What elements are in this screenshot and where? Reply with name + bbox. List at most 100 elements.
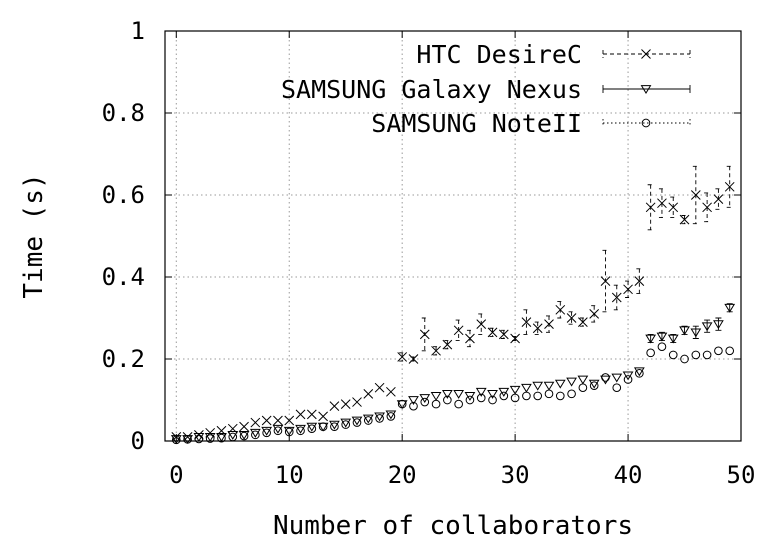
- data-point: [488, 395, 497, 405]
- data-point: [510, 393, 520, 403]
- y-axis-title: Time (s): [19, 173, 49, 298]
- data-point: [420, 397, 430, 407]
- data-point: [623, 375, 633, 384]
- data-point: [340, 399, 351, 409]
- data-point: [611, 292, 622, 303]
- data-point: [250, 417, 261, 428]
- data-point: [363, 416, 373, 425]
- data-point: [238, 430, 250, 440]
- data-point: [318, 422, 328, 431]
- data-point: [409, 401, 418, 411]
- data-point: [397, 352, 408, 362]
- data-point: [690, 328, 702, 338]
- data-point: [487, 327, 498, 338]
- data-point: [464, 392, 476, 401]
- x-tick-label: 50: [727, 461, 756, 489]
- data-point: [476, 319, 487, 330]
- data-point: [600, 276, 611, 286]
- data-point: [668, 202, 679, 213]
- data-point: [701, 322, 713, 332]
- x-tick-label: 20: [388, 461, 417, 489]
- plot-frame: [164, 30, 742, 442]
- data-point: [419, 329, 430, 340]
- data-point: [566, 313, 577, 323]
- data-point: [194, 434, 204, 444]
- data-point: [352, 418, 362, 427]
- data-point: [476, 393, 486, 403]
- data-point: [532, 323, 543, 334]
- data-point: [612, 383, 622, 393]
- data-point: [521, 317, 532, 327]
- error-bar: [568, 311, 575, 325]
- data-point: [690, 190, 701, 200]
- data-point: [453, 325, 464, 336]
- data-point: [375, 414, 384, 423]
- data-point: [588, 379, 600, 389]
- data-point: [443, 395, 452, 405]
- legend-item: HTC DesireC: [416, 40, 691, 69]
- data-point: [555, 304, 566, 315]
- error-bar: [726, 165, 733, 208]
- data-point: [510, 333, 520, 344]
- grid: [165, 31, 741, 441]
- y-tick-label: 0.8: [102, 99, 145, 127]
- data-point: [656, 332, 668, 342]
- data-point: [622, 371, 634, 381]
- data-point: [284, 427, 294, 437]
- data-point: [306, 409, 317, 420]
- y-tick-label: 0.4: [102, 263, 145, 291]
- data-point: [386, 386, 396, 397]
- legend-marker: [641, 118, 651, 128]
- data-point: [341, 420, 351, 429]
- data-point: [465, 333, 475, 344]
- data-point: [544, 389, 554, 399]
- data-point: [386, 412, 396, 421]
- error-bar: [500, 329, 507, 339]
- x-tick-label: 40: [614, 461, 643, 489]
- data-point: [205, 434, 215, 443]
- data-point: [351, 416, 363, 426]
- data-point: [724, 181, 735, 192]
- error-bar: [489, 327, 496, 337]
- data-point: [239, 421, 249, 432]
- data-point: [577, 375, 589, 385]
- data-point: [555, 391, 565, 401]
- data-point: [645, 334, 657, 344]
- data-point: [589, 309, 600, 319]
- data-point: [272, 424, 284, 434]
- data-point: [363, 388, 374, 399]
- error-bar: [636, 268, 643, 294]
- data-point: [431, 399, 441, 409]
- data-point: [522, 391, 531, 401]
- data-point: [329, 420, 340, 430]
- data-point: [498, 329, 509, 340]
- data-point: [725, 346, 735, 356]
- data-point: [307, 424, 317, 434]
- error-bar: [399, 352, 406, 362]
- data-point: [498, 387, 510, 397]
- data-point: [533, 391, 543, 401]
- error-bar: [613, 284, 620, 311]
- data-point: [566, 377, 577, 387]
- data-point: [193, 433, 205, 442]
- data-point: [657, 198, 667, 209]
- data-point: [543, 381, 555, 391]
- y-tick-label: 0: [131, 427, 145, 455]
- data-point: [509, 385, 521, 395]
- data-point: [249, 428, 261, 438]
- data-point: [487, 389, 498, 399]
- x-axis-title: Number of collaborators: [273, 511, 633, 541]
- data-point: [578, 383, 588, 393]
- data-point: [284, 415, 295, 426]
- data-point: [183, 435, 192, 444]
- data-point: [679, 214, 690, 225]
- data-point: [385, 410, 397, 420]
- data-point: [567, 389, 576, 399]
- data-point: [702, 202, 712, 213]
- data-point: [634, 276, 645, 286]
- data-point: [714, 346, 723, 356]
- data-point: [397, 399, 407, 409]
- error-bar: [579, 317, 586, 327]
- data-point: [691, 350, 701, 360]
- data-point: [633, 367, 645, 377]
